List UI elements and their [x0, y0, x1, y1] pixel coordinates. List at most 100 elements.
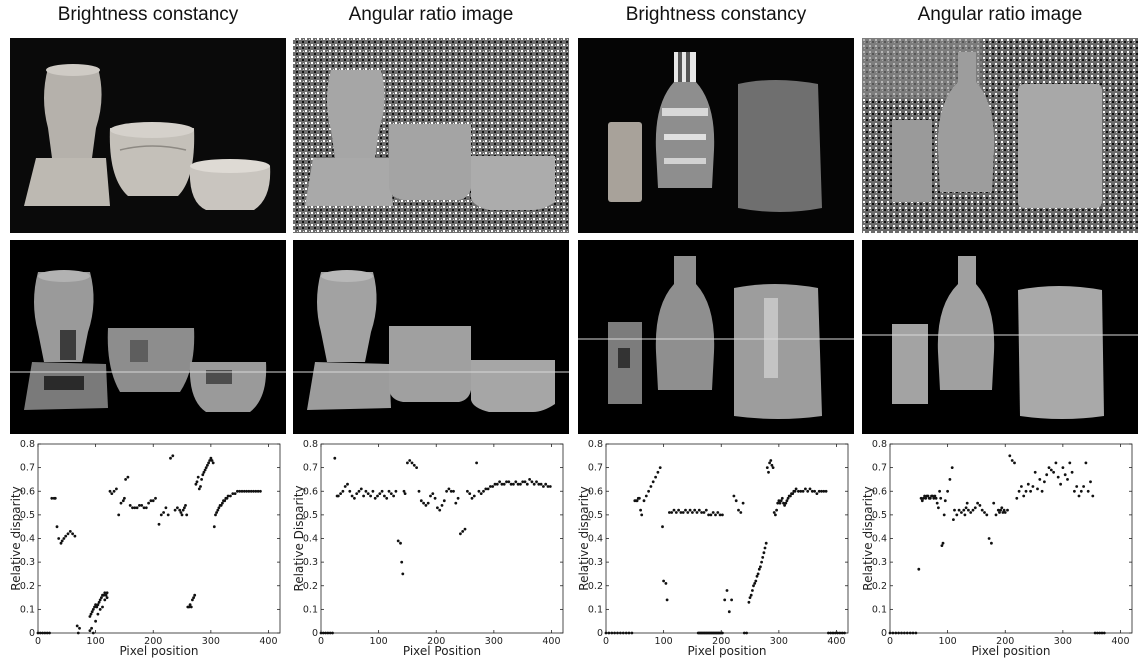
- data-point: [658, 466, 662, 469]
- data-point: [1024, 489, 1028, 493]
- data-point: [88, 615, 92, 618]
- data-point: [91, 608, 95, 611]
- data-point: [254, 489, 258, 493]
- data-point: [797, 489, 800, 493]
- data-point: [914, 631, 918, 635]
- data-point: [751, 589, 754, 592]
- x-tick-label: 300: [770, 636, 788, 647]
- data-point: [64, 534, 68, 538]
- data-point: [68, 530, 72, 533]
- data-point: [786, 496, 790, 500]
- data-point: [212, 525, 216, 529]
- data-point: [530, 480, 534, 484]
- data-point: [691, 511, 694, 514]
- data-point: [179, 511, 183, 514]
- data-point: [1040, 489, 1044, 493]
- data-point: [491, 485, 495, 488]
- data-point: [100, 596, 103, 599]
- data-point: [759, 565, 762, 569]
- data-point: [732, 494, 736, 498]
- x-tick-label: 100: [87, 636, 105, 647]
- y-axis-label: Relative disparity: [9, 486, 23, 590]
- data-point: [969, 511, 973, 514]
- data-point: [897, 631, 900, 635]
- data-point: [908, 631, 912, 635]
- data-point: [112, 489, 116, 493]
- data-point: [233, 492, 237, 495]
- data-point: [1026, 482, 1030, 486]
- x-axis-label: Pixel position: [687, 644, 766, 658]
- data-point: [739, 511, 743, 514]
- y-tick-label: 0.4: [872, 534, 887, 545]
- data-point: [406, 461, 409, 465]
- data-point: [183, 506, 186, 510]
- data-point: [207, 461, 211, 465]
- data-point: [604, 631, 608, 635]
- data-point: [754, 579, 758, 583]
- data-point: [389, 492, 393, 495]
- y-tick-label: 0: [29, 628, 35, 639]
- x-tick-label: 0: [603, 636, 609, 647]
- data-point: [938, 489, 941, 493]
- data-point: [1036, 487, 1039, 491]
- data-point: [651, 480, 655, 484]
- data-point: [785, 499, 789, 503]
- data-point: [962, 508, 966, 512]
- data-point: [94, 619, 97, 623]
- data-point: [1020, 485, 1023, 488]
- data-point: [1043, 480, 1046, 484]
- data-point: [157, 522, 161, 526]
- data-point: [621, 631, 625, 635]
- data-point: [1003, 511, 1007, 514]
- data-point: [385, 496, 389, 500]
- data-point: [383, 494, 386, 498]
- data-point: [693, 508, 697, 512]
- data-point: [185, 513, 189, 517]
- data-point: [662, 579, 665, 583]
- data-point: [1038, 478, 1042, 481]
- data-point: [238, 489, 242, 493]
- data-point: [159, 513, 163, 517]
- data-point: [1031, 485, 1035, 488]
- data-point: [723, 598, 727, 602]
- column-title: Angular ratio image: [917, 4, 1083, 25]
- data-point: [359, 487, 363, 491]
- angular-ratio-bottles: [862, 38, 1138, 233]
- x-tick-label: 0: [35, 636, 41, 647]
- x-axis-label: Pixel Position: [403, 644, 481, 658]
- data-point: [952, 518, 955, 521]
- y-tick-label: 0.7: [872, 463, 887, 474]
- x-tick-label: 400: [259, 636, 277, 647]
- data-point: [976, 501, 979, 505]
- data-point: [489, 485, 492, 488]
- column-2: Angular ratio image: [292, 0, 569, 665]
- data-point: [507, 480, 511, 484]
- data-point: [616, 631, 619, 635]
- data-point: [827, 631, 830, 635]
- data-point: [535, 480, 538, 484]
- x-axis-label: Pixel position: [119, 644, 198, 658]
- data-point: [105, 596, 109, 599]
- y-tick-label: 0.1: [588, 604, 603, 615]
- data-point: [245, 489, 249, 493]
- data-point: [1045, 473, 1049, 477]
- data-point: [532, 482, 536, 486]
- column-4: Angular ratio image: [861, 0, 1138, 665]
- data-point: [704, 508, 708, 512]
- data-point: [468, 492, 472, 495]
- data-point: [672, 508, 676, 512]
- data-point: [630, 631, 634, 635]
- column-title: Brightness constancy: [625, 4, 807, 25]
- data-point: [216, 508, 220, 512]
- data-point: [1077, 494, 1081, 498]
- data-point: [822, 489, 826, 493]
- y-tick-label: 0.3: [588, 557, 603, 568]
- y-tick-label: 0: [881, 628, 887, 639]
- data-point: [90, 626, 93, 630]
- data-point: [801, 489, 805, 493]
- data-point: [339, 492, 342, 495]
- data-point: [431, 492, 435, 495]
- data-point: [980, 508, 984, 512]
- data-point: [422, 501, 425, 505]
- data-point: [607, 631, 611, 635]
